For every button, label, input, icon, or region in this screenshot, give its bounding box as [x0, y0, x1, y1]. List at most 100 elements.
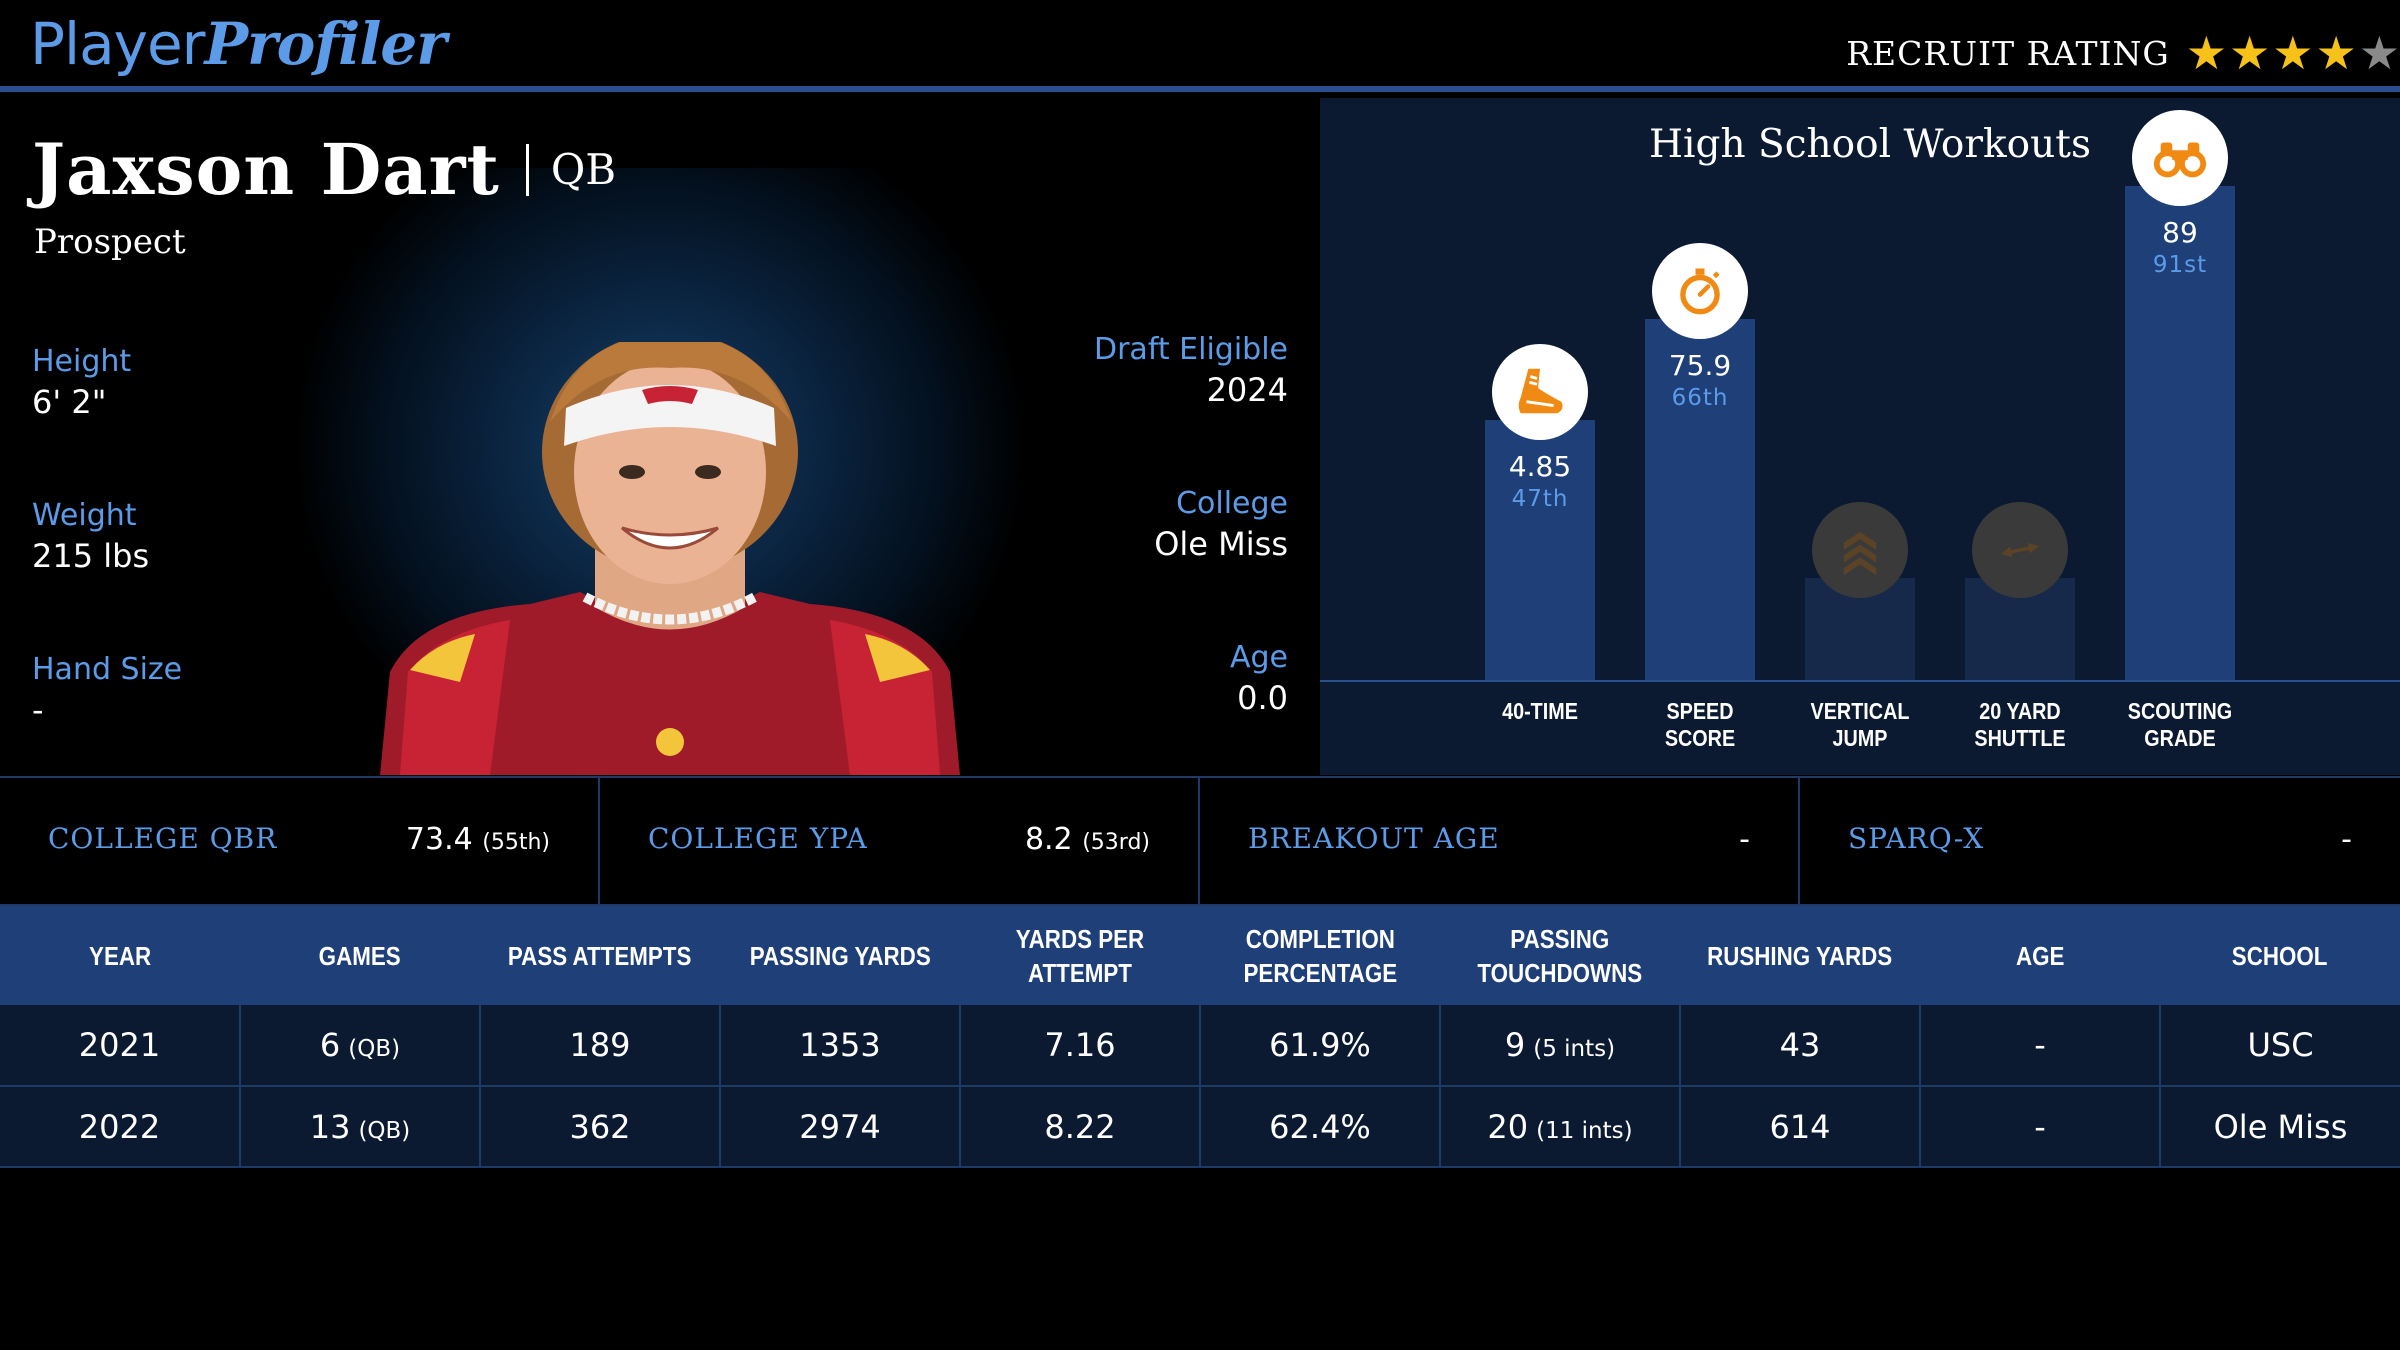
- player-portrait: [380, 342, 960, 775]
- age-label: Age: [1229, 640, 1288, 675]
- header-text: COMPLETION PERCENTAGE: [1243, 922, 1397, 990]
- metric-number: -: [2341, 822, 2352, 857]
- cell-school[interactable]: USC: [2160, 1005, 2400, 1087]
- header-yards-per-attempt[interactable]: YARDS PER ATTEMPT: [960, 906, 1200, 1005]
- cell-completion-percentage: 61.9%: [1200, 1005, 1441, 1087]
- metric-value: -: [2341, 822, 2352, 857]
- workout-value: 89: [2162, 215, 2198, 249]
- cell-age: -: [1920, 1005, 2161, 1087]
- high-school-workouts-panel: High School Workouts 4.85 47th 40-TIME 75.9…: [1320, 98, 2400, 775]
- shoe-icon: [1492, 343, 1588, 440]
- hand-size-value: -: [32, 691, 44, 729]
- metric-label: COLLEGE YPA: [648, 822, 868, 855]
- header-school[interactable]: SCHOOL: [2160, 906, 2400, 1005]
- cell-pass-attempts: 189: [480, 1005, 721, 1087]
- college-label: College: [1176, 486, 1288, 521]
- height-stat: Height 6' 2": [32, 342, 131, 422]
- metric-number: 8.2: [1024, 822, 1073, 857]
- workout-label-line2: SHUTTLE: [1974, 725, 2066, 751]
- workout-label-line1: SPEED: [1666, 698, 1734, 724]
- header-text: RUSHING YARDS: [1707, 940, 1893, 971]
- cell-games: 13 (QB): [240, 1086, 481, 1168]
- table-header-row: YEAR GAMES PASS ATTEMPTS PASSING YARDS Y…: [0, 906, 2400, 1005]
- table-row: 2022 13 (QB) 362 2974 8.22 62.4% 20 (11 in…: [0, 1086, 2400, 1168]
- metric-college-qbr: COLLEGE QBR 73.4 (55th): [0, 778, 600, 904]
- weight-stat: Weight 215 lbs: [32, 496, 149, 576]
- cell-passing-touchdowns: 9 (5 ints): [1440, 1005, 1681, 1087]
- college-metrics-strip: COLLEGE QBR 73.4 (55th) COLLEGE YPA 8.2 …: [0, 776, 2400, 906]
- cell-rushing-yards: 43: [1680, 1005, 1921, 1087]
- weight-value: 215 lbs: [32, 537, 150, 575]
- workout-percentile: 66th: [1671, 384, 1729, 411]
- cell-rushing-yards: 614: [1680, 1086, 1921, 1168]
- workout-label: VERTICAL JUMP: [1791, 698, 1929, 752]
- header-text: PASSING TOUCHDOWNS: [1478, 922, 1643, 990]
- height-value: 6' 2": [32, 383, 107, 421]
- player-profiler-logo[interactable]: PlayerProfiler: [30, 10, 447, 78]
- workout-label-line1: SCOUTING: [2127, 698, 2233, 724]
- binoculars-icon: [2132, 109, 2228, 206]
- header-line1: PASSING: [1510, 923, 1610, 954]
- draft-eligible-label: Draft Eligible: [1094, 332, 1288, 367]
- cell-age: -: [1920, 1086, 2161, 1168]
- workout-label: 20 YARD SHUTTLE: [1951, 698, 2089, 752]
- header-games[interactable]: GAMES: [240, 906, 480, 1005]
- metric-percentile: (55th): [482, 830, 550, 855]
- workout-bar[interactable]: [1645, 318, 1755, 680]
- header-pass-attempts[interactable]: PASS ATTEMPTS: [480, 906, 720, 1005]
- cell-school[interactable]: Ole Miss: [2160, 1086, 2400, 1168]
- header-age[interactable]: AGE: [1920, 906, 2160, 1005]
- header-line2: TOUCHDOWNS: [1477, 957, 1643, 988]
- workouts-title: High School Workouts: [1649, 122, 2091, 167]
- cell-year: 2022: [0, 1086, 241, 1168]
- workout-label: SCOUTING GRADE: [2111, 698, 2249, 752]
- header-text: YEAR: [88, 940, 152, 971]
- cell-year: 2021: [0, 1005, 241, 1087]
- hand-size-label: Hand Size: [32, 652, 183, 687]
- shuttle-arrows-icon: [1972, 502, 2068, 598]
- metric-value: 73.4 (55th): [406, 822, 550, 857]
- workout-bar[interactable]: [2125, 185, 2235, 680]
- draft-eligible-value: 2024: [1206, 371, 1288, 409]
- metric-value: 8.2 (53rd): [1025, 822, 1150, 857]
- metric-number: 73.4: [405, 822, 473, 857]
- header-text: YARDS PER ATTEMPT: [1015, 923, 1145, 988]
- workout-bar[interactable]: [1485, 419, 1595, 680]
- cell-completion-percentage: 62.4%: [1200, 1086, 1441, 1168]
- star-filled-icon: ★: [2272, 26, 2314, 80]
- player-status: Prospect: [34, 222, 186, 262]
- college-stat: College Ole Miss: [1154, 484, 1288, 564]
- header-passing-yards[interactable]: PASSING YARDS: [720, 906, 960, 1005]
- metric-label: COLLEGE QBR: [48, 822, 278, 855]
- cell-passing-yards: 1353: [720, 1005, 961, 1087]
- cell-yards-per-attempt: 8.22: [960, 1086, 1201, 1168]
- header-year[interactable]: YEAR: [0, 906, 240, 1005]
- star-filled-icon: ★: [2185, 26, 2227, 80]
- metric-breakout-age: BREAKOUT AGE -: [1200, 778, 1800, 904]
- games-count: 6: [319, 1026, 341, 1064]
- workout-label-line1: VERTICAL: [1810, 698, 1910, 724]
- header-completion-percentage[interactable]: COMPLETION PERCENTAGE: [1200, 906, 1440, 1005]
- table-row: 2021 6 (QB) 189 1353 7.16 61.9% 9 (5 ints)…: [0, 1005, 2400, 1087]
- logo-part-player: Player: [30, 10, 205, 78]
- workout-label: 40-TIME: [1471, 698, 1609, 725]
- header-rushing-yards[interactable]: RUSHING YARDS: [1680, 906, 1920, 1005]
- stopwatch-icon: [1652, 242, 1748, 339]
- workout-label-line1: 40-TIME: [1502, 698, 1578, 724]
- age-stat: Age 0.0: [1230, 638, 1288, 718]
- workout-label-line2: JUMP: [1832, 725, 1888, 751]
- metric-sparq-x: SPARQ-X -: [1800, 778, 2400, 904]
- td-count: 20: [1487, 1107, 1529, 1146]
- workout-percentile: 91st: [2152, 251, 2208, 278]
- header-passing-touchdowns[interactable]: PASSING TOUCHDOWNS: [1440, 906, 1680, 1005]
- workout-value: 75.9: [1668, 348, 1732, 382]
- games-count: 13: [309, 1107, 351, 1146]
- header-text: GAMES: [319, 940, 401, 971]
- name-divider: [525, 143, 529, 196]
- header-text: PASSING YARDS: [749, 940, 931, 971]
- cell-passing-touchdowns: 20 (11 ints): [1440, 1086, 1681, 1168]
- name-row: Jaxson Dart QB: [32, 128, 616, 211]
- workout-percentile: 47th: [1511, 485, 1569, 512]
- games-position: (QB): [358, 1117, 411, 1144]
- workout-value: 4.85: [1508, 449, 1572, 483]
